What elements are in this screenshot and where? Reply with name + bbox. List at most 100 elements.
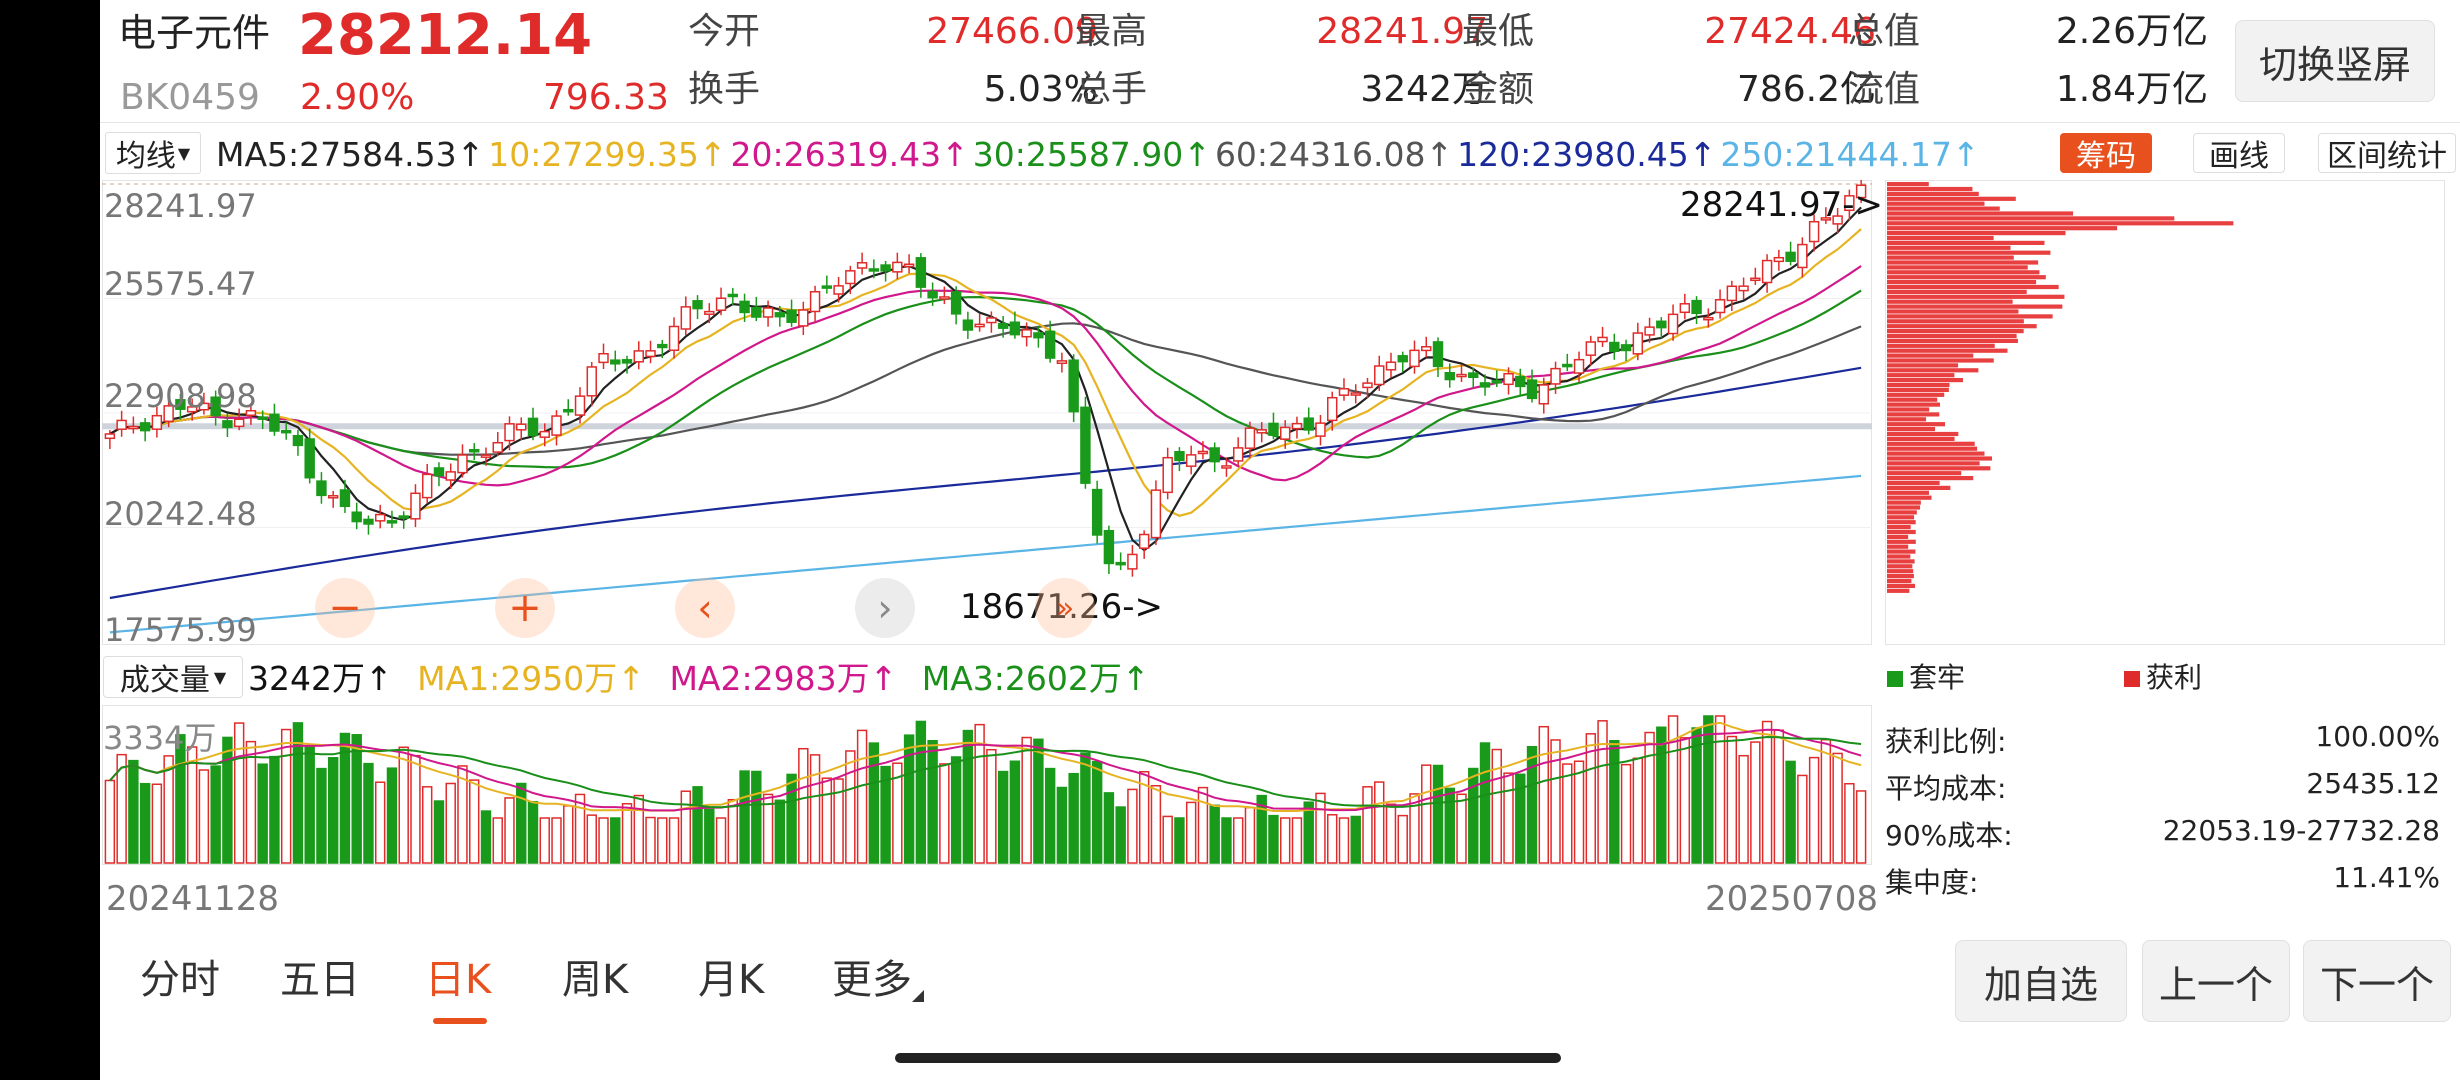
- chip-bar: [1887, 231, 2066, 236]
- screen-edge: [0, 0, 100, 1080]
- chip-bar: [1887, 476, 1974, 481]
- volume-bar: [245, 740, 257, 864]
- candle-body: [445, 471, 456, 481]
- volume-bar: [1185, 801, 1197, 864]
- volume-selector[interactable]: 成交量 ▼: [103, 656, 243, 698]
- pan-left-button[interactable]: ‹: [675, 578, 735, 638]
- tab-5[interactable]: 更多: [832, 957, 912, 1003]
- chip-bar: [1887, 319, 2024, 324]
- candle-body: [704, 310, 715, 315]
- change-percent: 2.90%: [300, 77, 415, 118]
- stat-label: 总手: [1075, 69, 1148, 110]
- ma-selector[interactable]: 均线 ▼: [105, 132, 201, 174]
- volume-bar: [1550, 739, 1561, 864]
- tab-0[interactable]: 分时: [140, 957, 220, 1003]
- volume-bar: [422, 786, 433, 864]
- candle-body: [480, 454, 492, 458]
- candle-body: [739, 300, 750, 314]
- volume-bar: [1362, 786, 1373, 864]
- tab-2[interactable]: 日K: [425, 957, 492, 1003]
- candle-body: [1667, 313, 1679, 335]
- range-stats-button[interactable]: 区间统计: [2318, 133, 2456, 174]
- chip-bar: [1887, 284, 2059, 290]
- candlestick-chart[interactable]: [102, 180, 1872, 650]
- volume-bar: [1138, 771, 1150, 864]
- price-axis-label: 17575.99: [104, 611, 257, 649]
- pan-right-button[interactable]: ›: [855, 578, 915, 638]
- tab-1[interactable]: 五日: [280, 957, 360, 1003]
- draw-line-button[interactable]: 画线: [2193, 133, 2285, 174]
- candle-body: [1056, 360, 1068, 365]
- volume-bar: [657, 817, 668, 864]
- chip-button[interactable]: 筹码: [2060, 133, 2152, 174]
- volume-bar: [139, 782, 151, 864]
- jump-latest-button[interactable]: »: [1035, 578, 1095, 638]
- candle-body: [1103, 529, 1115, 565]
- volume-bar: [210, 765, 221, 864]
- candle-body: [1315, 422, 1326, 437]
- candle-body: [1091, 488, 1103, 536]
- candle-body: [1444, 371, 1455, 381]
- candle-body: [1562, 363, 1573, 368]
- chip-bar: [1887, 329, 2024, 334]
- next-button[interactable]: 下一个: [2303, 940, 2451, 1022]
- active-tab-underline: [433, 1018, 487, 1024]
- volume-bar: [1468, 767, 1479, 864]
- candle-body: [1797, 243, 1808, 269]
- volume-bar: [668, 817, 680, 864]
- chip-bar: [1887, 515, 1915, 520]
- volume-bar: [1291, 817, 1303, 864]
- chip-bar: [1887, 392, 1945, 397]
- volume-bar: [1303, 801, 1314, 864]
- volume-bar: [222, 736, 233, 864]
- chip-bar: [1887, 456, 1993, 461]
- candle-body: [962, 319, 974, 331]
- volume-bar: [598, 817, 609, 864]
- volume-bar: [1350, 815, 1361, 864]
- chip-stat-row: 90%成本: 22053.19-27732.28: [1885, 814, 2440, 854]
- candle-body: [245, 410, 257, 417]
- candle-body: [1374, 365, 1385, 386]
- chip-bar: [1887, 373, 1955, 378]
- stat-value: 3242万: [1360, 69, 1488, 110]
- volume-bar: [1538, 725, 1549, 864]
- candle-body: [1185, 454, 1197, 467]
- stat-value: 1.84万亿: [2055, 69, 2208, 110]
- volume-bar: [821, 777, 833, 864]
- volume-bar: [1609, 740, 1620, 864]
- candle-body: [774, 312, 786, 318]
- tab-3[interactable]: 周K: [562, 957, 629, 1003]
- candle-body: [1291, 422, 1303, 430]
- tab-4[interactable]: 月K: [698, 957, 765, 1003]
- candle-body: [668, 325, 680, 351]
- volume-bar: [1855, 790, 1867, 864]
- add-watchlist-button[interactable]: 加自选: [1955, 940, 2127, 1022]
- zoom-in-button[interactable]: +: [495, 578, 555, 638]
- chip-stat-value: 25435.12: [2306, 767, 2440, 800]
- candle-body: [1714, 299, 1726, 314]
- switch-portrait-button[interactable]: 切换竖屏: [2235, 20, 2435, 102]
- ma-selector-label: 均线: [115, 139, 176, 174]
- candle-body: [1491, 380, 1502, 384]
- chip-bar: [1887, 245, 2011, 250]
- chip-bar: [1887, 549, 1916, 554]
- chip-bar: [1887, 569, 1914, 574]
- candle-body: [927, 290, 938, 299]
- candle-body: [762, 307, 774, 318]
- candle-body: [1397, 355, 1408, 363]
- chip-bar: [1887, 353, 1974, 358]
- chip-bar: [1887, 309, 2019, 314]
- volume-bar: [410, 754, 421, 864]
- volume-bar: [1174, 817, 1185, 864]
- volume-bar: [645, 816, 656, 864]
- candle-body: [116, 419, 127, 430]
- home-indicator[interactable]: [895, 1053, 1561, 1063]
- chip-bar: [1887, 280, 2037, 285]
- previous-button[interactable]: 上一个: [2142, 940, 2290, 1022]
- volume-bar: [762, 793, 774, 864]
- volume-bar: [480, 810, 492, 864]
- candle-body: [645, 350, 656, 358]
- volume-bar: [186, 746, 198, 864]
- zoom-out-button[interactable]: −: [315, 578, 375, 638]
- candle-body: [1409, 349, 1420, 368]
